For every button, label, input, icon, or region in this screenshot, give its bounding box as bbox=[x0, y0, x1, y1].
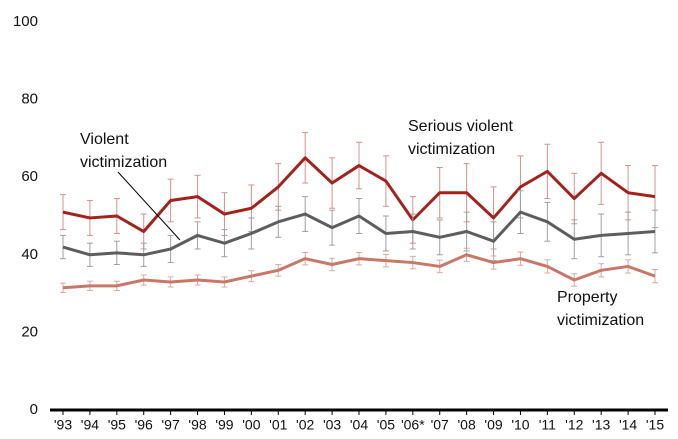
y-tick-label: 40 bbox=[21, 246, 38, 263]
x-tick-label: '06* bbox=[401, 417, 425, 433]
x-tick-label: '12 bbox=[565, 417, 583, 433]
x-tick-label: '04 bbox=[350, 417, 368, 433]
x-tick-label: '96 bbox=[135, 417, 153, 433]
x-tick-label: '94 bbox=[81, 417, 99, 433]
x-tick-label: '93 bbox=[54, 417, 72, 433]
x-tick-label: '05 bbox=[377, 417, 395, 433]
x-tick-label: '01 bbox=[269, 417, 287, 433]
series-label: Violent bbox=[80, 131, 129, 148]
x-tick-label: '10 bbox=[511, 417, 529, 433]
x-tick-label: '13 bbox=[592, 417, 610, 433]
y-tick-label: 0 bbox=[30, 401, 38, 418]
x-tick-label: '11 bbox=[539, 417, 556, 433]
x-tick-label: '14 bbox=[619, 417, 637, 433]
y-tick-label: 60 bbox=[21, 168, 38, 185]
series-label: Serious violent bbox=[408, 118, 514, 135]
series-line bbox=[62, 253, 656, 290]
x-tick-label: '03 bbox=[323, 417, 341, 433]
pointer bbox=[117, 171, 181, 241]
x-tick-label: '15 bbox=[646, 417, 664, 433]
y-tick-label: 80 bbox=[21, 91, 38, 108]
series-line bbox=[62, 156, 656, 234]
y-tick-label: 100 bbox=[13, 13, 38, 30]
x-tick-label: '98 bbox=[188, 417, 206, 433]
x-tick-label: '95 bbox=[108, 417, 126, 433]
x-tick-label: '07 bbox=[431, 417, 449, 433]
x-tick-label: '08 bbox=[458, 417, 476, 433]
series-line bbox=[62, 210, 656, 257]
x-tick-label: '99 bbox=[215, 417, 233, 433]
series-label: victimization bbox=[408, 141, 495, 158]
x-tick-label: '97 bbox=[162, 417, 180, 433]
series-label: victimization bbox=[80, 154, 167, 171]
series-label: victimization bbox=[557, 312, 644, 329]
x-tick-label: '02 bbox=[296, 417, 314, 433]
x-tick-label: '09 bbox=[484, 417, 502, 433]
y-tick-label: 20 bbox=[21, 323, 38, 340]
x-tick-label: '00 bbox=[242, 417, 260, 433]
series-label: Property bbox=[557, 289, 617, 306]
